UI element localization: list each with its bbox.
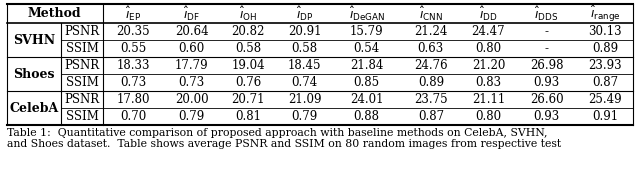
Text: -: - [545, 25, 548, 38]
Text: $\hat{\imath}_{\mathrm{range}}$: $\hat{\imath}_{\mathrm{range}}$ [590, 4, 621, 24]
Text: 21.20: 21.20 [472, 59, 505, 72]
Text: PSNR: PSNR [65, 93, 100, 106]
Text: 0.80: 0.80 [476, 110, 502, 123]
Text: PSNR: PSNR [65, 59, 100, 72]
Text: 0.89: 0.89 [592, 42, 618, 55]
Text: 0.93: 0.93 [534, 76, 560, 89]
Text: 0.85: 0.85 [354, 76, 380, 89]
Text: SVHN: SVHN [13, 34, 55, 46]
Text: 20.00: 20.00 [175, 93, 209, 106]
Text: CelebA: CelebA [10, 102, 59, 114]
Text: 20.82: 20.82 [232, 25, 265, 38]
Text: 0.58: 0.58 [292, 42, 318, 55]
Text: 21.11: 21.11 [472, 93, 505, 106]
Text: Table 1:  Quantitative comparison of proposed approach with baseline methods on : Table 1: Quantitative comparison of prop… [7, 128, 547, 138]
Text: $\hat{\imath}_{\mathrm{DD}}$: $\hat{\imath}_{\mathrm{DD}}$ [479, 5, 498, 23]
Text: $\hat{\imath}_{\mathrm{OH}}$: $\hat{\imath}_{\mathrm{OH}}$ [239, 5, 257, 23]
Text: 0.54: 0.54 [354, 42, 380, 55]
Text: 24.76: 24.76 [414, 59, 447, 72]
Text: Shoes: Shoes [13, 67, 55, 81]
Text: 20.91: 20.91 [288, 25, 321, 38]
Text: 0.79: 0.79 [179, 110, 205, 123]
Text: SSIM: SSIM [65, 110, 99, 123]
Text: -: - [545, 42, 548, 55]
Text: 21.84: 21.84 [350, 59, 383, 72]
Text: 0.73: 0.73 [120, 76, 146, 89]
Text: 17.80: 17.80 [116, 93, 150, 106]
Text: $\hat{\imath}_{\mathrm{DDS}}$: $\hat{\imath}_{\mathrm{DDS}}$ [534, 5, 559, 23]
Text: $\hat{\imath}_{\mathrm{EP}}$: $\hat{\imath}_{\mathrm{EP}}$ [125, 5, 141, 23]
Text: 23.75: 23.75 [414, 93, 447, 106]
Text: 15.79: 15.79 [350, 25, 383, 38]
Text: 0.70: 0.70 [120, 110, 146, 123]
Text: 0.89: 0.89 [418, 76, 444, 89]
Text: 24.47: 24.47 [472, 25, 505, 38]
Text: 21.24: 21.24 [414, 25, 447, 38]
Text: 0.60: 0.60 [179, 42, 205, 55]
Text: 20.35: 20.35 [116, 25, 150, 38]
Text: 21.09: 21.09 [288, 93, 321, 106]
Text: Method: Method [28, 7, 82, 20]
Text: 0.73: 0.73 [179, 76, 205, 89]
Text: 0.76: 0.76 [235, 76, 261, 89]
Text: 24.01: 24.01 [350, 93, 383, 106]
Text: $\hat{\imath}_{\mathrm{CNN}}$: $\hat{\imath}_{\mathrm{CNN}}$ [419, 5, 443, 23]
Text: 19.04: 19.04 [232, 59, 265, 72]
Text: 0.88: 0.88 [354, 110, 380, 123]
Text: $\hat{\imath}_{\mathrm{DeGAN}}$: $\hat{\imath}_{\mathrm{DeGAN}}$ [349, 5, 385, 23]
Text: PSNR: PSNR [65, 25, 100, 38]
Text: SSIM: SSIM [65, 76, 99, 89]
Text: 30.13: 30.13 [588, 25, 622, 38]
Text: and Shoes dataset.  Table shows average PSNR and SSIM on 80 random images from r: and Shoes dataset. Table shows average P… [7, 139, 561, 149]
Text: 0.83: 0.83 [476, 76, 502, 89]
Text: 0.81: 0.81 [236, 110, 261, 123]
Text: SSIM: SSIM [65, 42, 99, 55]
Text: 25.49: 25.49 [588, 93, 622, 106]
Text: 0.87: 0.87 [418, 110, 444, 123]
Text: 26.60: 26.60 [530, 93, 563, 106]
Text: 18.33: 18.33 [116, 59, 150, 72]
Text: 0.58: 0.58 [236, 42, 261, 55]
Text: 23.93: 23.93 [588, 59, 622, 72]
Text: 0.80: 0.80 [476, 42, 502, 55]
Text: 0.55: 0.55 [120, 42, 146, 55]
Text: 0.91: 0.91 [592, 110, 618, 123]
Text: 0.79: 0.79 [292, 110, 318, 123]
Text: $\hat{\imath}_{\mathrm{DP}}$: $\hat{\imath}_{\mathrm{DP}}$ [296, 5, 314, 23]
Text: 0.93: 0.93 [534, 110, 560, 123]
Text: 0.74: 0.74 [292, 76, 318, 89]
Text: 26.98: 26.98 [530, 59, 563, 72]
Text: 18.45: 18.45 [288, 59, 321, 72]
Text: 17.79: 17.79 [175, 59, 209, 72]
Text: 0.87: 0.87 [592, 76, 618, 89]
Text: 20.71: 20.71 [232, 93, 265, 106]
Text: 20.64: 20.64 [175, 25, 209, 38]
Text: $\hat{\imath}_{\mathrm{DF}}$: $\hat{\imath}_{\mathrm{DF}}$ [183, 5, 200, 23]
Text: 0.63: 0.63 [418, 42, 444, 55]
